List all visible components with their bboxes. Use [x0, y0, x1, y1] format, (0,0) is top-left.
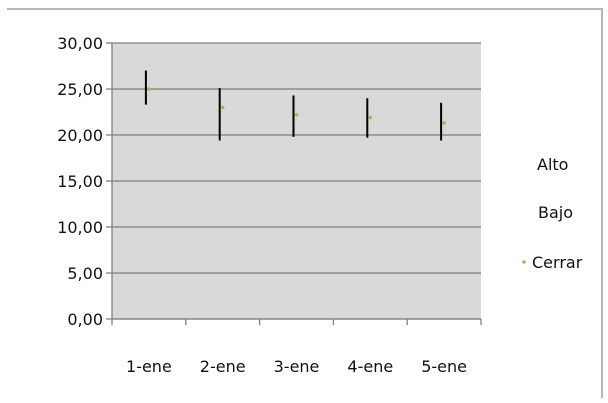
legend-label-alto: Alto — [537, 155, 568, 174]
y-tick-label: 20,00 — [57, 126, 103, 145]
y-axis: 0,00 5,00 10,00 15,00 20,00 25,00 30,00 — [57, 34, 113, 329]
data-marks — [144, 70, 446, 141]
close-marker — [147, 87, 151, 91]
y-tick-label: 5,00 — [67, 264, 103, 283]
legend-close-marker — [522, 260, 526, 264]
x-tick-label: 1-ene — [126, 357, 172, 376]
y-tick-label: 10,00 — [57, 218, 103, 237]
x-axis: 1-ene 2-ene 3-ene 4-ene 5-ene — [111, 318, 482, 376]
close-marker — [442, 121, 446, 125]
chart-frame — [7, 8, 603, 398]
y-tick-label: 0,00 — [67, 310, 103, 329]
legend: Alto Bajo Cerrar — [522, 155, 583, 272]
x-tick-label: 3-ene — [274, 357, 320, 376]
legend-label-bajo: Bajo — [538, 203, 573, 222]
y-tick-label: 15,00 — [57, 172, 103, 191]
x-tick-label: 5-ene — [421, 357, 467, 376]
y-tick-label: 25,00 — [57, 80, 103, 99]
close-marker — [368, 115, 373, 120]
close-marker — [220, 105, 225, 110]
x-tick-label: 4-ene — [347, 357, 393, 376]
legend-label-cerrar: Cerrar — [532, 253, 583, 272]
close-marker — [294, 112, 299, 117]
x-tick-label: 2-ene — [200, 357, 246, 376]
y-tick-label: 30,00 — [57, 34, 103, 53]
